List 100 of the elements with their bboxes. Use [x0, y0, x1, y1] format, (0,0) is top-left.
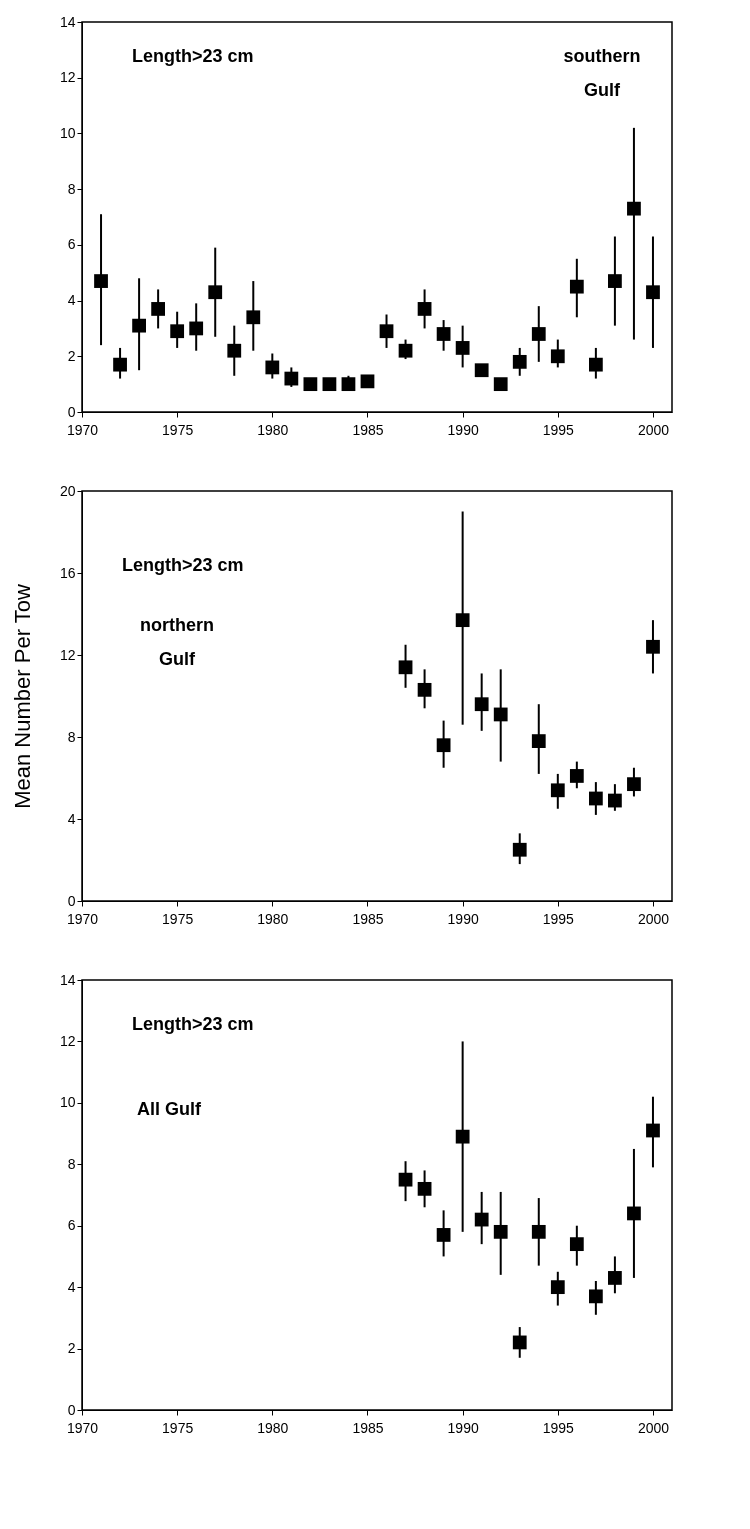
point	[588, 357, 603, 372]
y-tick-label: 4	[67, 1278, 76, 1295]
point	[208, 285, 223, 300]
point	[132, 318, 146, 333]
point	[417, 682, 432, 697]
point	[474, 697, 489, 712]
point	[398, 660, 413, 675]
point	[550, 783, 565, 798]
point	[608, 793, 622, 808]
point	[569, 1237, 584, 1252]
point	[398, 343, 413, 358]
point	[627, 777, 641, 792]
point	[493, 1224, 508, 1239]
point	[284, 371, 299, 386]
y-tick-label: 8	[67, 728, 76, 745]
point	[627, 201, 641, 216]
point	[646, 639, 660, 654]
x-tick-label: 1990	[447, 910, 479, 927]
x-tick-label: 1970	[66, 910, 99, 927]
point	[474, 1212, 489, 1227]
x-tick-label: 2000	[637, 1419, 670, 1436]
point	[455, 613, 470, 628]
x-tick-label: 2000	[637, 910, 670, 927]
x-tick-label: 1980	[257, 910, 289, 927]
annotation: southern Gulf	[563, 46, 641, 100]
point	[417, 302, 432, 316]
y-tick-label: 12	[59, 69, 76, 86]
point	[512, 354, 527, 369]
x-tick-label: 1985	[352, 421, 384, 438]
point	[322, 377, 337, 392]
y-tick-label: 16	[59, 564, 76, 581]
y-tick-label: 0	[67, 1401, 76, 1418]
point	[588, 791, 603, 806]
point	[151, 302, 166, 316]
point	[608, 1271, 622, 1285]
y-tick-label: 8	[67, 1155, 76, 1172]
point	[341, 377, 356, 392]
x-tick-label: 2000	[637, 421, 670, 438]
point	[493, 707, 508, 722]
point	[588, 1289, 603, 1304]
x-tick-label: 1990	[447, 1419, 479, 1436]
y-tick-label: 12	[59, 646, 76, 663]
x-tick-label: 1970	[66, 1419, 99, 1436]
y-tick-label: 0	[67, 892, 76, 909]
point	[531, 1224, 546, 1239]
y-tick-label: 6	[67, 236, 76, 253]
y-tick-label: 12	[59, 1032, 76, 1049]
point	[113, 357, 127, 372]
y-tick-label: 2	[67, 347, 76, 364]
y-tick-label: 4	[67, 292, 76, 309]
point	[265, 360, 280, 375]
annotation: Length>23 cm	[132, 1014, 254, 1034]
y-tick-label: 10	[59, 124, 76, 141]
y-tick-label: 20	[59, 482, 76, 499]
x-tick-label: 1970	[66, 421, 99, 438]
point	[170, 324, 185, 339]
x-tick-label: 1975	[162, 1419, 194, 1436]
y-axis-title: Mean Number Per Tow	[9, 584, 35, 809]
y-tick-label: 4	[67, 810, 76, 827]
point	[550, 349, 565, 364]
point	[379, 324, 394, 339]
point	[455, 341, 470, 355]
point	[436, 1228, 451, 1242]
annotation: northern Gulf	[140, 615, 214, 669]
point	[627, 1206, 641, 1221]
point	[436, 327, 451, 341]
y-tick-label: 0	[67, 403, 76, 420]
point	[493, 377, 508, 392]
y-tick-label: 2	[67, 1340, 76, 1357]
point	[436, 738, 451, 753]
y-tick-label: 6	[67, 1217, 76, 1234]
point	[646, 285, 660, 300]
annotation: All Gulf	[137, 1099, 202, 1119]
y-tick-label: 14	[59, 971, 76, 988]
x-tick-label: 1985	[352, 1419, 384, 1436]
annotation: Length>23 cm	[132, 46, 254, 66]
point	[360, 374, 375, 389]
x-tick-label: 1980	[257, 421, 289, 438]
x-tick-label: 1990	[447, 421, 479, 438]
point	[569, 769, 584, 783]
y-tick-label: 14	[59, 13, 76, 30]
annotation: Length>23 cm	[122, 555, 244, 575]
point	[417, 1181, 432, 1196]
point	[303, 377, 318, 392]
point	[474, 363, 489, 378]
x-tick-label: 1995	[542, 910, 575, 927]
point	[569, 279, 584, 294]
point	[531, 327, 546, 341]
point	[608, 274, 622, 288]
x-tick-label: 1975	[162, 421, 194, 438]
y-tick-label: 8	[67, 180, 76, 197]
point	[646, 1123, 660, 1138]
point	[94, 274, 108, 288]
point	[531, 734, 546, 748]
point	[455, 1129, 470, 1144]
point	[512, 1335, 527, 1350]
y-tick-label: 10	[59, 1094, 76, 1111]
x-tick-label: 1975	[162, 910, 194, 927]
point	[550, 1280, 565, 1295]
point	[398, 1172, 413, 1187]
